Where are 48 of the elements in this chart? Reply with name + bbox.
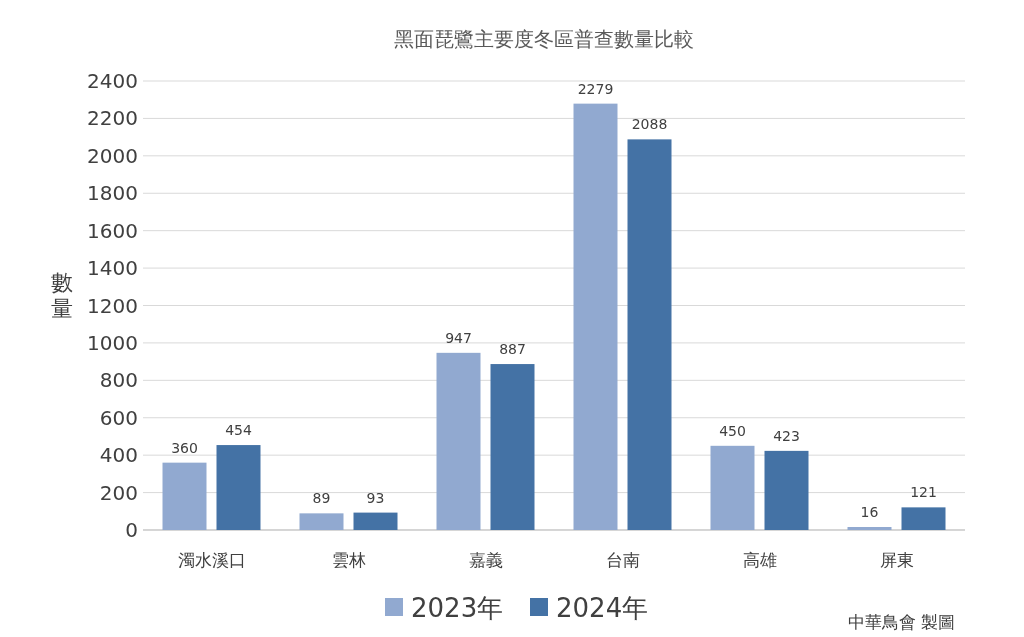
data-label: 2279	[577, 80, 614, 97]
y-tick-label: 1400	[87, 256, 138, 281]
y-tick-label: 1600	[87, 218, 138, 243]
data-label: 16	[860, 504, 879, 521]
data-label: 93	[366, 489, 385, 506]
bar	[436, 352, 481, 530]
y-tick-label: 2400	[87, 69, 138, 93]
legend-label: 2023年	[411, 593, 504, 623]
data-label: 454	[225, 422, 252, 439]
x-tick-label: 高雄	[742, 550, 777, 570]
bar	[901, 507, 946, 530]
x-tick-label: 屏東	[879, 550, 914, 570]
x-tick-label: 雲林	[331, 550, 366, 570]
bar	[627, 139, 672, 530]
y-tick-label: 400	[99, 443, 138, 468]
bar	[710, 445, 755, 530]
data-label: 887	[499, 341, 526, 358]
x-tick-label: 濁水溪口	[177, 550, 246, 570]
bar	[216, 445, 261, 530]
y-tick-label: 2200	[87, 106, 138, 131]
y-tick-label: 1000	[87, 330, 138, 355]
chart-title: 黑面琵鷺主要度冬區普查數量比較	[394, 27, 694, 51]
y-tick-label: 800	[99, 368, 138, 393]
data-label: 89	[312, 490, 331, 507]
data-label: 450	[719, 422, 746, 439]
x-tick-label: 台南	[605, 550, 640, 570]
y-axis-title: 數量	[51, 270, 73, 321]
data-label: 423	[773, 427, 800, 444]
data-label: 360	[171, 439, 198, 456]
y-tick-label: 200	[99, 480, 138, 505]
bar	[353, 512, 398, 530]
bar	[299, 513, 344, 530]
data-label: 2088	[631, 116, 668, 133]
legend-label: 2024年	[556, 593, 649, 623]
bar	[490, 364, 535, 530]
text: 中華鳥會 製圖	[847, 612, 955, 632]
y-tick-label: 1800	[87, 181, 138, 206]
y-tick-label: 2000	[87, 143, 138, 168]
y-tick-label: 0	[125, 518, 138, 542]
y-tick-label: 1200	[87, 293, 138, 318]
data-label: 121	[910, 484, 937, 501]
bar	[764, 450, 809, 530]
bar	[162, 462, 207, 530]
data-label: 947	[445, 329, 472, 346]
x-tick-label: 嘉義	[468, 550, 503, 570]
bar	[847, 527, 892, 530]
y-tick-label: 600	[99, 405, 138, 430]
bar	[573, 103, 618, 530]
